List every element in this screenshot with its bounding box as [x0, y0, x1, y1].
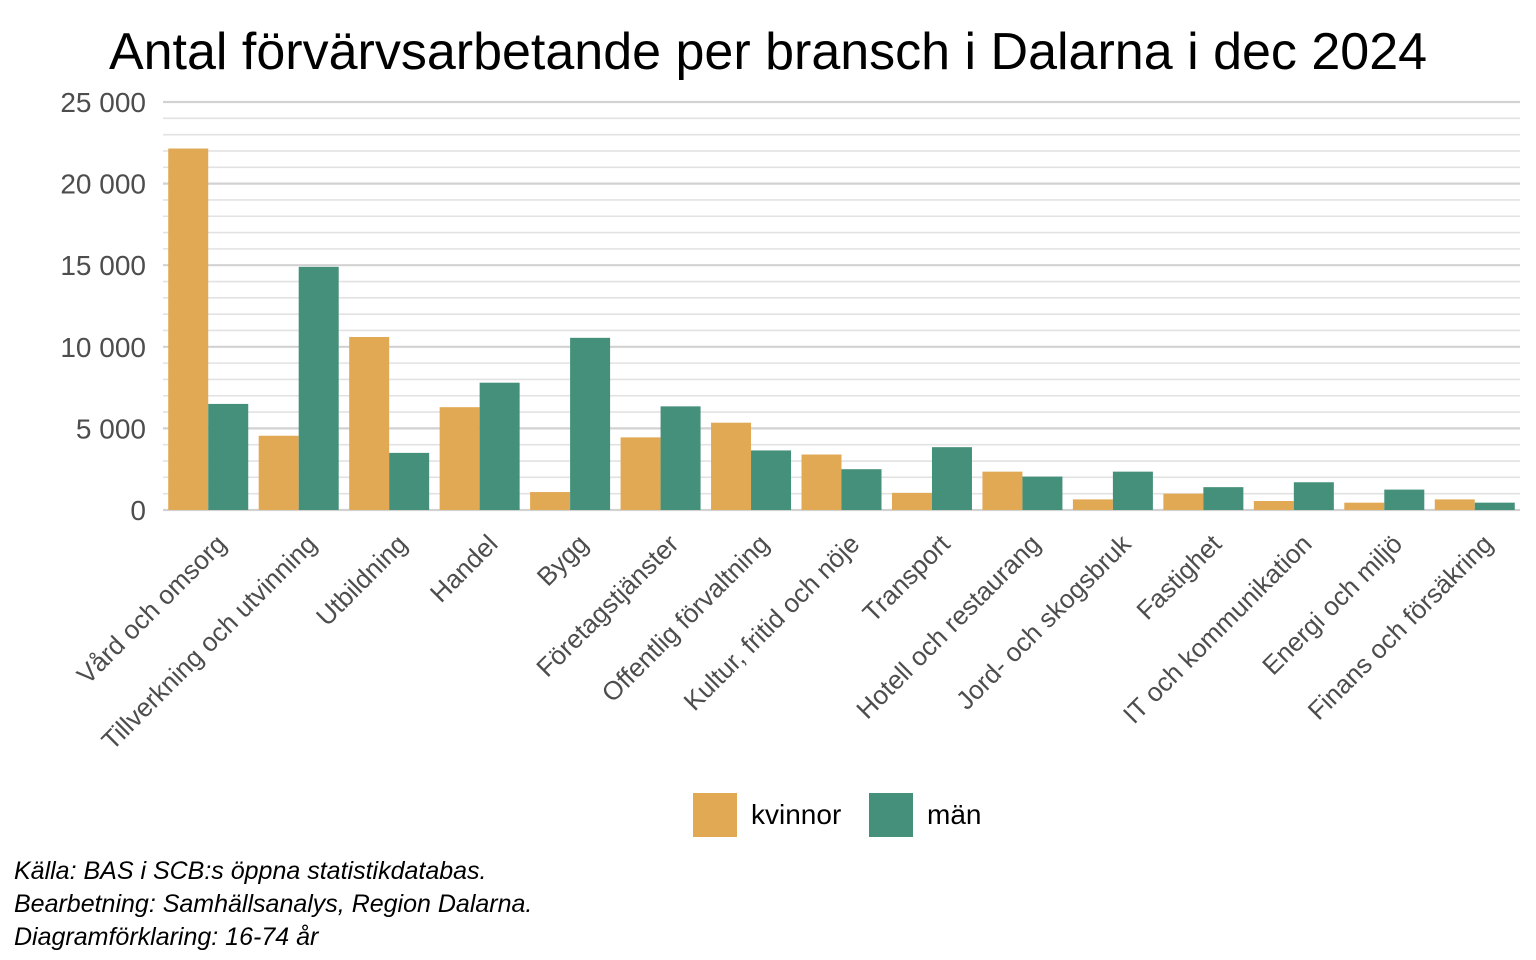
- bar-kvinnor: [1434, 499, 1475, 510]
- bar-man: [660, 406, 701, 510]
- bar-man: [1112, 471, 1153, 510]
- x-tick-label: Bygg: [531, 529, 594, 592]
- bar-kvinnor: [258, 435, 299, 510]
- x-tick-label: Utbildning: [310, 529, 413, 632]
- bar-man: [841, 469, 882, 510]
- x-tick-label: Handel: [424, 529, 503, 608]
- bar-man: [298, 266, 339, 510]
- bar-kvinnor: [1344, 502, 1385, 510]
- y-tick-label: 15 000: [60, 250, 146, 281]
- bar-kvinnor: [439, 407, 480, 510]
- bar-kvinnor: [530, 492, 571, 510]
- caption-explanation: Diagramförklaring: 16-74 år: [14, 923, 319, 951]
- x-tick-label: Offentlig förvaltning: [596, 529, 775, 708]
- y-tick-label: 0: [130, 495, 146, 526]
- legend-item-kvinnor: kvinnor: [693, 793, 841, 837]
- bar-kvinnor: [1253, 501, 1294, 510]
- bar-kvinnor: [168, 148, 209, 510]
- legend-swatch-man: [869, 793, 913, 837]
- y-tick-label: 5 000: [76, 413, 146, 444]
- x-tick-label: Vård och omsorg: [71, 529, 232, 690]
- bar-man: [1474, 502, 1515, 510]
- x-tick-label: Finans och försäkring: [1302, 529, 1499, 726]
- bar-man: [1022, 476, 1063, 510]
- bar-man: [208, 403, 249, 510]
- bar-man: [1203, 487, 1244, 510]
- bar-man: [389, 452, 430, 510]
- bar-man: [751, 450, 792, 510]
- caption-source: Källa: BAS i SCB:s öppna statistikdataba…: [14, 857, 487, 885]
- bar-kvinnor: [349, 337, 390, 510]
- y-tick-label: 10 000: [60, 332, 146, 363]
- chart-title: Antal förvärvsarbetande per bransch i Da…: [108, 23, 1428, 81]
- y-tick-label: 20 000: [60, 169, 146, 200]
- bar-kvinnor: [891, 492, 932, 510]
- bar-kvinnor: [620, 437, 661, 510]
- bar-man: [1384, 489, 1425, 510]
- legend-label-man: män: [927, 799, 982, 830]
- legend-label-kvinnor: kvinnor: [751, 799, 842, 830]
- bar-kvinnor: [711, 422, 752, 510]
- x-tick-label: Kultur, fritid och nöje: [678, 529, 866, 717]
- y-axis-ticks: 0 5 000 10 000 15 000 20 000 25 000: [60, 87, 146, 526]
- bar-kvinnor: [801, 454, 842, 510]
- bars: [168, 148, 1515, 510]
- bar-kvinnor: [1163, 493, 1204, 510]
- x-tick-label: Jord- och skogsbruk: [950, 528, 1137, 715]
- y-tick-label: 25 000: [60, 87, 146, 118]
- bar-man: [1293, 482, 1334, 510]
- bar-kvinnor: [982, 471, 1023, 510]
- legend-item-man: män: [869, 793, 981, 837]
- bar-man: [931, 447, 972, 510]
- bar-kvinnor: [1072, 499, 1113, 510]
- caption-processing: Bearbetning: Samhällsanalys, Region Dala…: [14, 890, 533, 918]
- legend-swatch-kvinnor: [693, 793, 737, 837]
- bar-man: [570, 337, 611, 510]
- bar-man: [479, 382, 520, 510]
